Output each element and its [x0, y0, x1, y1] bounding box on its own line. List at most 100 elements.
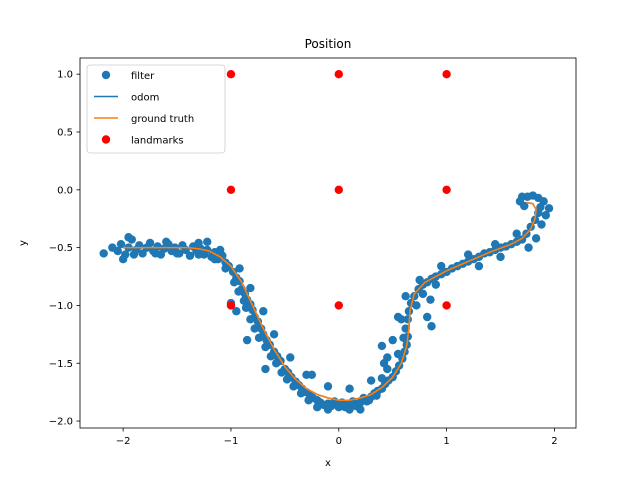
- landmark-point: [334, 69, 343, 79]
- filter-point: [490, 239, 500, 249]
- filter-point: [242, 335, 252, 345]
- filter-point: [259, 307, 268, 316]
- landmarks-series: [226, 69, 451, 310]
- x-tick-label: 0: [336, 436, 342, 447]
- filter-point: [296, 389, 306, 398]
- chart-title: Position: [305, 37, 352, 51]
- filter-point: [307, 370, 317, 380]
- y-tick-label: −1.5: [49, 359, 73, 370]
- landmark-point: [226, 185, 236, 195]
- legend-label-landmarks: landmarks: [131, 135, 184, 146]
- filter-point: [246, 283, 255, 293]
- filter-point: [393, 349, 403, 359]
- landmark-point: [334, 185, 343, 195]
- filter-point: [345, 384, 354, 393]
- filter-point: [151, 249, 160, 258]
- filter-point: [474, 261, 484, 271]
- landmark-point: [334, 301, 343, 310]
- filter-point: [234, 287, 243, 296]
- filter-point: [401, 324, 410, 333]
- filter-point: [404, 307, 414, 316]
- filter-point: [463, 250, 473, 259]
- ground-truth-line: [123, 201, 537, 402]
- filter-point: [221, 264, 230, 273]
- y-tick-label: 1.0: [57, 70, 73, 81]
- filter-point: [512, 229, 521, 238]
- filter-point: [356, 405, 365, 414]
- filter-series: [99, 191, 554, 414]
- filter-point: [531, 234, 541, 243]
- legend-label-ground-truth: ground truth: [131, 114, 194, 125]
- axes-frame: [79, 57, 577, 429]
- filter-point: [401, 291, 410, 301]
- filter-point: [364, 396, 374, 405]
- filter-point: [544, 204, 554, 213]
- filter-point: [229, 278, 239, 287]
- filter-point: [423, 312, 432, 322]
- legend-box: [86, 64, 226, 154]
- filter-point: [99, 249, 108, 258]
- filter-point: [289, 382, 298, 391]
- filter-point: [496, 252, 505, 262]
- filter-point: [537, 220, 546, 229]
- filter-point: [393, 312, 403, 322]
- filter-point: [138, 249, 147, 258]
- landmark-point: [226, 69, 236, 79]
- x-tick-label: 2: [551, 436, 557, 447]
- filter-point: [388, 335, 397, 345]
- filter-point: [266, 352, 276, 361]
- filter-point: [366, 376, 376, 385]
- filter-point: [116, 239, 126, 249]
- filter-point: [162, 237, 171, 247]
- filter-point: [286, 353, 295, 362]
- filter-point: [129, 250, 139, 259]
- plot-area: [99, 69, 554, 414]
- filter-point: [185, 251, 195, 260]
- filter-point: [427, 322, 436, 331]
- filter-point: [304, 396, 313, 405]
- filter-point: [377, 341, 387, 351]
- y-axis: −2.0 −1.5 −1.0 −0.5 0.0 0.5 1.0: [49, 70, 80, 428]
- filter-point: [272, 359, 281, 368]
- filter-point: [118, 254, 128, 264]
- filter-point: [172, 249, 182, 258]
- y-tick-label: 0.0: [57, 185, 73, 196]
- filter-point: [203, 237, 212, 247]
- filter-point: [313, 402, 322, 412]
- filter-point: [248, 305, 257, 315]
- filter-point: [261, 342, 270, 352]
- filter-point: [246, 315, 255, 324]
- filter-point: [415, 275, 424, 285]
- y-tick-label: 0.5: [57, 128, 73, 139]
- filter-point: [524, 243, 533, 252]
- y-tick-label: −0.5: [49, 243, 73, 254]
- filter-point: [250, 324, 259, 333]
- filter-point: [418, 289, 428, 299]
- filter-point: [261, 364, 270, 374]
- filter-point: [426, 295, 435, 304]
- filter-point: [210, 254, 219, 264]
- filter-point: [372, 391, 381, 400]
- filter-point: [282, 375, 292, 384]
- legend-marker-landmarks: [101, 135, 111, 144]
- y-tick-label: −1.0: [49, 301, 73, 312]
- filter-point: [253, 317, 263, 326]
- filter-point: [520, 201, 529, 211]
- x-tick-label: −1: [224, 436, 239, 447]
- ground-truth-series: [123, 201, 537, 402]
- y-tick-label: −2.0: [49, 417, 73, 428]
- legend-marker-filter: [101, 70, 111, 80]
- filter-point: [113, 246, 122, 256]
- legend: filter odom ground truth landmarks: [86, 64, 226, 154]
- filter-point: [541, 211, 551, 220]
- filter-point: [254, 333, 264, 343]
- landmark-point: [442, 301, 451, 310]
- filter-point: [412, 301, 421, 310]
- filter-point: [334, 402, 343, 412]
- filter-point: [153, 242, 162, 251]
- filter-point: [194, 250, 203, 259]
- filter-point: [517, 235, 527, 244]
- filter-point: [345, 405, 354, 414]
- filter-point: [215, 245, 225, 255]
